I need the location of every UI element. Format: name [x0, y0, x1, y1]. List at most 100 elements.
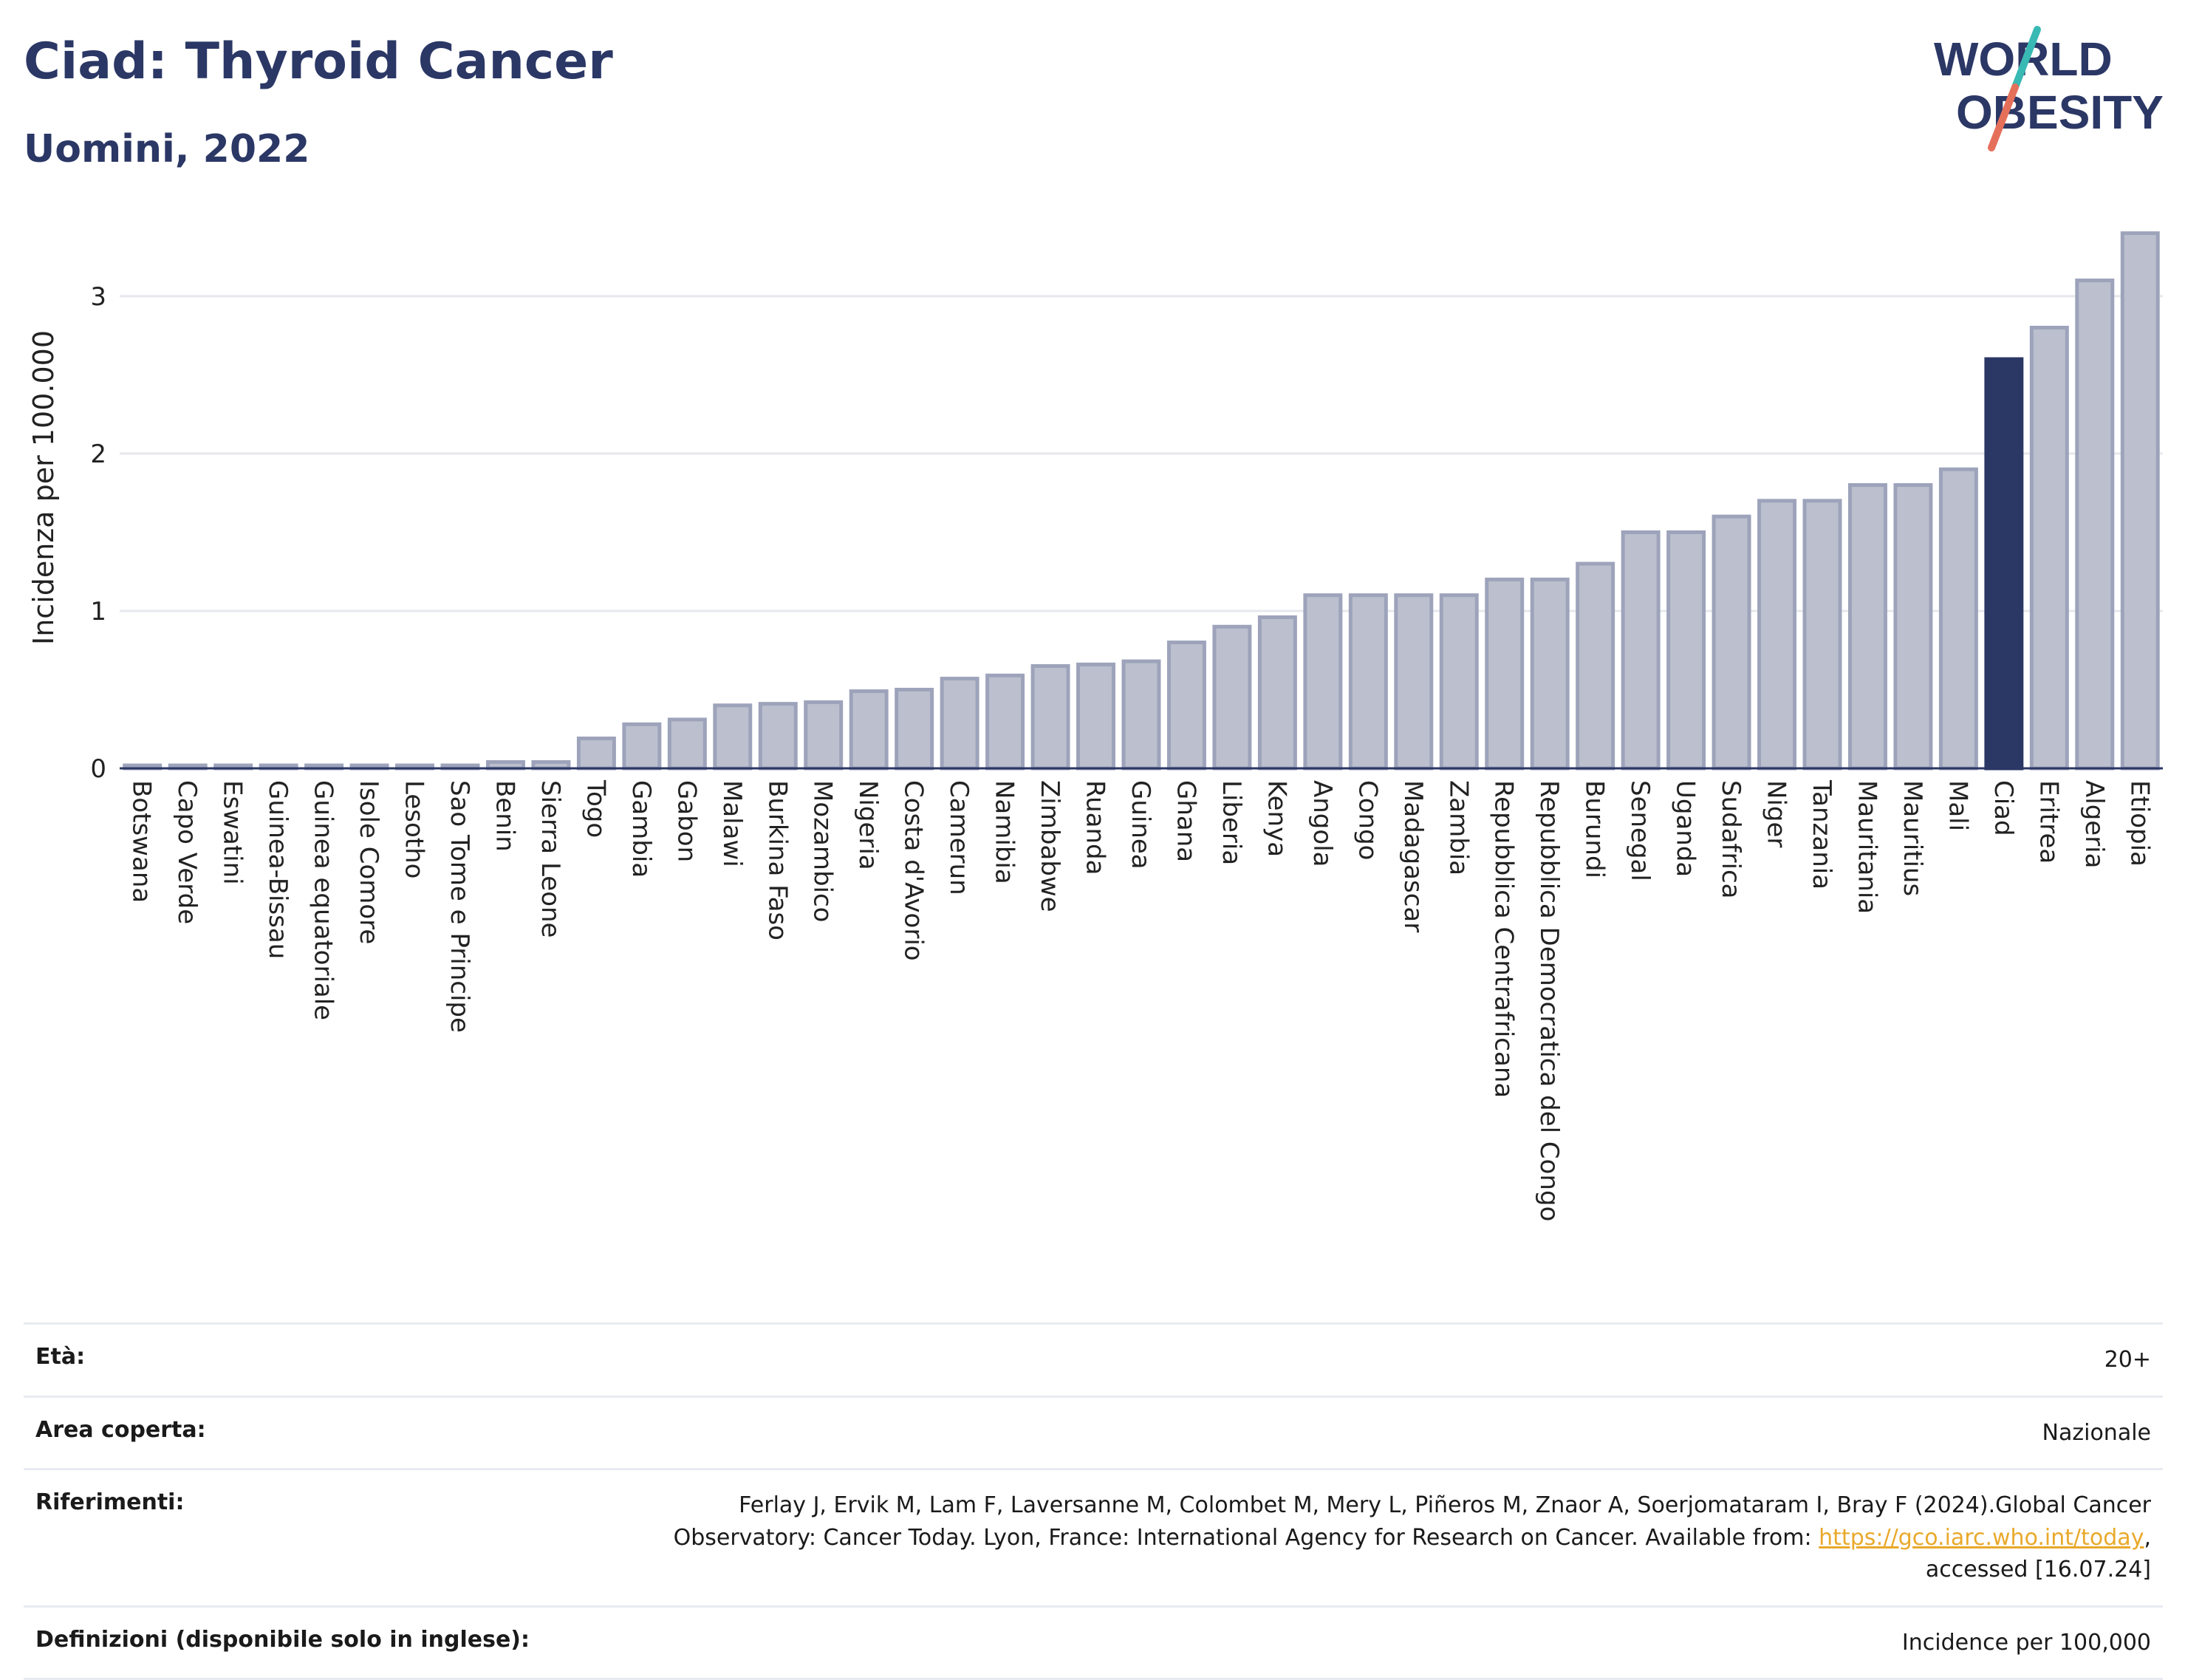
x-tick-label: Ghana: [1171, 780, 1200, 862]
bar-guinea: [1124, 661, 1159, 768]
info-row-age: Età: 20+: [24, 1322, 2163, 1396]
bar-repubblica-democratica-del-congo: [1532, 579, 1567, 768]
x-tick-label: Repubblica Centrafricana: [1489, 780, 1519, 1098]
definitions-value: Incidence per 100,000: [1902, 1627, 2151, 1659]
y-tick-label: 2: [90, 440, 106, 469]
x-tick-label: Gambia: [626, 780, 656, 878]
x-tick-label: Gabon: [671, 780, 701, 862]
bar-uganda: [1669, 532, 1704, 768]
bar-sudafrica: [1714, 516, 1749, 768]
y-tick-label: 0: [90, 754, 106, 784]
x-tick-label: Sierra Leone: [536, 780, 565, 938]
bar-camerun: [942, 679, 977, 768]
bar-ciad: [1986, 359, 2022, 768]
x-tick-label: Mali: [1943, 780, 1972, 831]
area-value: Nazionale: [2042, 1417, 2151, 1449]
x-tick-label: Sao Tome e Principe: [445, 780, 474, 1033]
info-row-references: Riferimenti: Ferlay J, Ervik M, Lam F, L…: [24, 1468, 2163, 1605]
references-value: Ferlay J, Ervik M, Lam F, Laversanne M, …: [629, 1489, 2151, 1586]
page-title: Ciad: Thyroid Cancer: [24, 33, 613, 91]
area-label: Area coperta:: [35, 1417, 206, 1443]
bar-malawi: [715, 706, 750, 768]
info-table: Età: 20+ Area coperta: Nazionale Riferim…: [24, 1322, 2163, 1680]
x-tick-label: Guinea-Bissau: [263, 780, 293, 959]
references-link[interactable]: https://gco.iarc.who.int/today: [1819, 1525, 2144, 1551]
bar-gabon: [669, 720, 705, 768]
x-tick-label: Lesotho: [400, 780, 429, 878]
bar-angola: [1305, 595, 1341, 768]
bar-ghana: [1169, 643, 1204, 768]
x-tick-label: Nigeria: [853, 780, 883, 870]
references-label: Riferimenti:: [35, 1489, 184, 1515]
x-tick-label: Eritrea: [2034, 780, 2063, 864]
x-tick-label: Mozambico: [808, 780, 838, 922]
x-tick-label: Benin: [490, 780, 519, 852]
bar-algeria: [2077, 281, 2113, 768]
bar-etiopia: [2122, 233, 2158, 768]
bar-mali: [1940, 469, 1976, 768]
bar-mozambico: [806, 703, 841, 768]
bar-costa-d-avorio: [897, 689, 932, 768]
bar-burundi: [1578, 564, 1613, 768]
x-tick-label: Liberia: [1217, 780, 1246, 865]
x-tick-label: Mauritania: [1852, 780, 1881, 914]
bar-zimbabwe: [1033, 666, 1068, 768]
x-tick-label: Tanzania: [1807, 779, 1836, 889]
bar-gambia: [624, 724, 660, 768]
bar-namibia: [988, 675, 1023, 768]
bar-niger: [1760, 501, 1795, 768]
bar-mauritius: [1895, 485, 1931, 768]
x-tick-labels: Botswana Capo Verde Eswatini Guinea-Bissau G…: [127, 779, 2155, 1221]
bar-tanzania: [1805, 501, 1840, 768]
x-tick-label: Zimbabwe: [1035, 780, 1064, 912]
x-tick-label: Guinea equatoriale: [309, 780, 338, 1020]
y-tick-label: 1: [90, 597, 106, 626]
x-tick-label: Guinea: [1126, 780, 1155, 870]
bar-congo: [1350, 595, 1386, 768]
definitions-label: Definizioni (disponibile solo in inglese…: [35, 1627, 530, 1653]
bar-senegal: [1623, 532, 1658, 768]
page-subtitle: Uomini, 2022: [24, 127, 310, 171]
x-tick-label: Capo Verde: [172, 780, 202, 924]
bar-liberia: [1214, 626, 1250, 768]
x-tick-label: Angola: [1307, 780, 1337, 867]
bar-ruanda: [1078, 664, 1114, 768]
info-row-area: Area coperta: Nazionale: [24, 1396, 2163, 1469]
x-tick-label: Botswana: [127, 780, 157, 903]
bars: [125, 233, 2158, 768]
bar-burkina-faso: [760, 704, 796, 768]
bar-repubblica-centrafricana: [1487, 579, 1522, 768]
x-tick-label: Zambia: [1443, 780, 1473, 875]
x-tick-label: Sudafrica: [1716, 780, 1745, 898]
bar-madagascar: [1396, 595, 1432, 768]
bar-eritrea: [2031, 327, 2067, 768]
x-tick-label: Camerun: [944, 780, 974, 895]
x-tick-label: Togo: [581, 779, 610, 838]
x-tick-label: Senegal: [1625, 780, 1655, 881]
x-tick-label: Uganda: [1671, 780, 1700, 877]
x-tick-label: Repubblica Democratica del Congo: [1534, 780, 1564, 1221]
x-tick-label: Namibia: [990, 780, 1019, 884]
y-tick-labels: 0 1 2 3: [90, 282, 106, 784]
x-tick-label: Madagascar: [1398, 780, 1428, 932]
age-label: Età:: [35, 1344, 85, 1370]
y-tick-label: 3: [90, 282, 106, 312]
logo-text-obesity: OBESITY: [1956, 86, 2164, 139]
age-value: 20+: [2104, 1344, 2151, 1376]
bar-nigeria: [851, 692, 886, 768]
x-tick-label: Kenya: [1262, 780, 1291, 857]
x-tick-label: Eswatini: [218, 780, 247, 885]
x-tick-label: Costa d'Avorio: [899, 780, 929, 961]
bar-zambia: [1441, 595, 1477, 768]
world-obesity-logo: WORLD OBESITY: [1921, 18, 2172, 158]
x-tick-label: Malawi: [717, 780, 747, 867]
y-axis-label: Incidenza per 100.000: [27, 330, 60, 645]
bar-mauritania: [1850, 485, 1885, 768]
x-tick-label: Ciad: [1989, 780, 2018, 836]
x-tick-label: Algeria: [2079, 780, 2109, 868]
x-tick-label: Isole Comore: [354, 780, 383, 944]
x-tick-label: Mauritius: [1898, 780, 1927, 896]
x-tick-label: Etiopia: [2124, 780, 2154, 867]
x-tick-label: Burkina Faso: [762, 780, 792, 940]
x-tick-label: Niger: [1762, 780, 1791, 847]
